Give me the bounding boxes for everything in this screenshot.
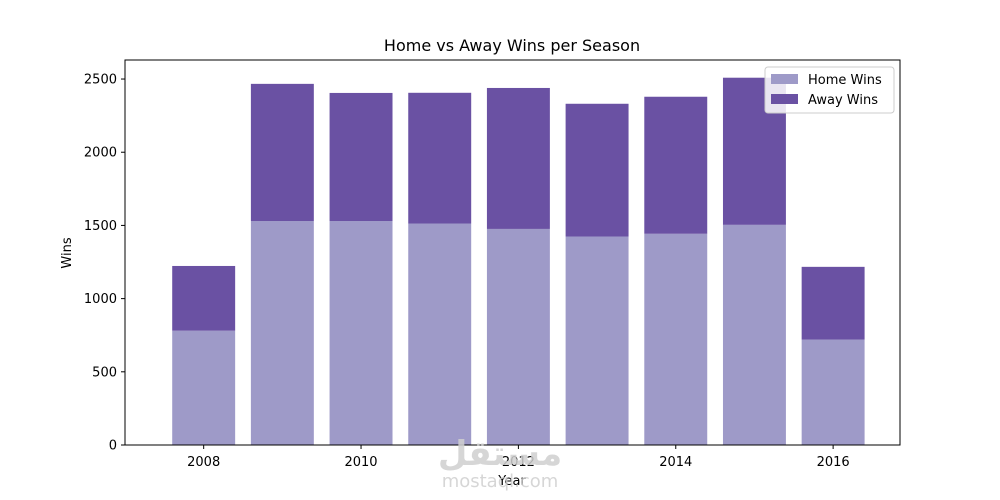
legend: Home Wins Away Wins — [764, 66, 895, 114]
bar-home-2011 — [408, 223, 472, 445]
plot-area — [124, 59, 901, 446]
y-tick-label-1000: 1000 — [84, 292, 117, 307]
bar-away-2016 — [801, 266, 865, 340]
y-axis-label: Wins — [60, 237, 75, 268]
y-axis: 0 500 1000 1500 2000 2500 — [84, 73, 125, 454]
bar-away-2013 — [565, 103, 629, 237]
legend-swatch-away — [771, 94, 798, 104]
watermark-logo-text: مستقل — [438, 434, 562, 474]
legend-label-away: Away Wins — [808, 93, 878, 108]
bar-home-2014 — [644, 233, 708, 445]
bar-away-2012 — [486, 87, 550, 229]
y-tick-label-2500: 2500 — [84, 73, 117, 88]
watermark-url: mostaql.com — [442, 471, 559, 492]
bar-home-2015 — [722, 224, 786, 445]
bar-away-2010 — [329, 92, 393, 222]
x-tick-label-2016: 2016 — [817, 455, 850, 470]
y-tick-label-0: 0 — [109, 439, 117, 454]
bar-away-2014 — [644, 96, 708, 234]
watermark-logo: مستقل mostaql.com — [438, 434, 562, 492]
bar-away-2011 — [408, 92, 472, 224]
x-axis: 2008 2010 2012 2014 2016 — [187, 445, 850, 470]
bar-home-2012 — [486, 228, 550, 445]
x-tick-label-2010: 2010 — [344, 455, 377, 470]
x-tick-label-2008: 2008 — [187, 455, 220, 470]
bar-home-2009 — [250, 221, 314, 445]
y-tick-label-500: 500 — [92, 365, 117, 380]
x-tick-label-2012: 2012 — [502, 455, 535, 470]
bar-home-2008 — [172, 330, 236, 445]
legend-swatch-home — [771, 74, 798, 84]
bar-home-2016 — [801, 339, 865, 445]
y-tick-label-2000: 2000 — [84, 146, 117, 161]
chart-title: Home vs Away Wins per Season — [384, 36, 640, 55]
y-tick-label-1500: 1500 — [84, 219, 117, 234]
bar-away-2009 — [250, 83, 314, 222]
bar-away-2008 — [172, 265, 236, 331]
bar-home-2013 — [565, 236, 629, 445]
legend-label-home: Home Wins — [808, 73, 882, 88]
plot-frame — [124, 59, 901, 446]
bar-home-2010 — [329, 221, 393, 445]
x-tick-label-2014: 2014 — [659, 455, 692, 470]
x-axis-label: Year — [497, 474, 526, 489]
